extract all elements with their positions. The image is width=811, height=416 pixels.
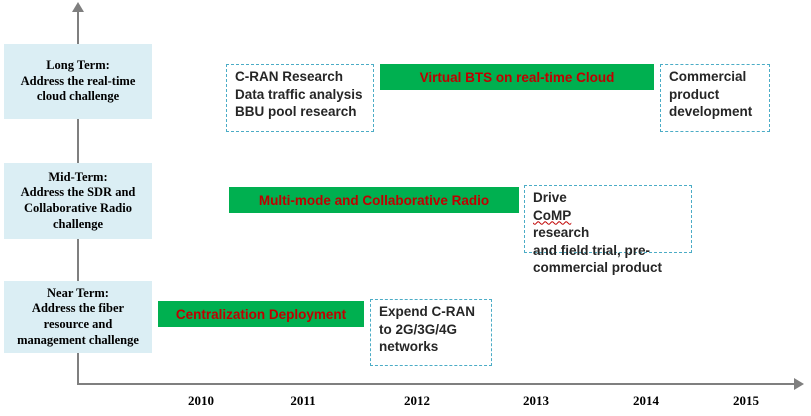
year-label: 2010 — [188, 393, 214, 408]
year-label: 2012 — [404, 393, 430, 408]
box-line: Commercial — [669, 69, 747, 84]
year-label: 2011 — [290, 393, 316, 408]
term-heading: Mid-Term: — [48, 169, 108, 184]
x-axis — [77, 383, 795, 385]
comp-term: CoMP — [533, 207, 572, 223]
box-line: to 2G/3G/4G — [379, 321, 458, 337]
centralization-bar: Centralization Deployment — [158, 301, 364, 327]
box-line: BBU pool research — [235, 104, 357, 120]
virtual-bts-bar: Virtual BTS on real-time Cloud — [380, 64, 654, 90]
box-line: and field trial, pre- — [533, 242, 651, 258]
cran-research-box: C-RAN Research Data traffic analysis BBU… — [226, 64, 374, 132]
box-line: Data traffic analysis — [235, 86, 363, 102]
box-line: C-RAN Research — [235, 69, 344, 84]
term-heading: Long Term: — [46, 58, 110, 73]
term-line: Address the SDR and — [20, 185, 136, 200]
commercial-development-box: Commercial product development — [660, 64, 770, 132]
year-label: 2015 — [733, 393, 759, 408]
box-line: development — [669, 104, 753, 120]
term-line: Address the fiber — [31, 301, 125, 316]
box-line: product — [669, 86, 720, 102]
term-line: resource and — [43, 317, 113, 331]
term-heading: Near Term: — [47, 285, 109, 300]
term-line: Address the real-time — [20, 73, 136, 88]
year-label: 2014 — [633, 393, 659, 408]
box-line: networks — [379, 339, 439, 355]
y-axis-arrowhead — [72, 2, 84, 12]
multi-mode-bar: Multi-mode and Collaborative Radio — [229, 187, 519, 213]
box-line: commercial product — [533, 260, 663, 276]
near-term-label: Near Term: Address the fiber resource an… — [4, 281, 152, 353]
long-term-label: Long Term: Address the real-time cloud c… — [4, 44, 152, 119]
term-line: Collaborative Radio — [24, 201, 132, 215]
term-line: cloud challenge — [36, 89, 120, 104]
mid-term-label: Mid-Term: Address the SDR and Collaborat… — [4, 163, 152, 239]
drive-comp-box: Drive CoMP research and field trial, pre… — [524, 185, 692, 275]
term-line: management challenge — [17, 332, 139, 347]
expend-cran-box: Expend C-RAN to 2G/3G/4G networks — [370, 299, 492, 366]
year-label: 2013 — [523, 393, 549, 408]
x-axis-arrowhead — [794, 378, 804, 390]
box-line: Expend C-RAN — [379, 304, 476, 319]
term-line: challenge — [53, 216, 103, 231]
box-line: Drive CoMP research — [533, 189, 683, 242]
